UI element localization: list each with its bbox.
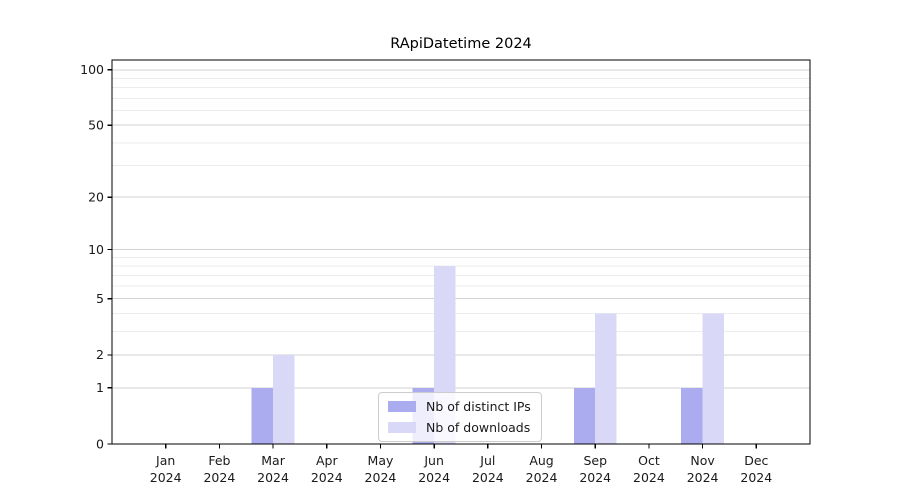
x-tick-label: Jun 2024 <box>418 453 450 485</box>
chart-title: RApiDatetime 2024 <box>390 36 532 52</box>
y-tick-label: 20 <box>88 189 104 204</box>
bar-downloads-sep <box>595 313 617 444</box>
x-tick-label: Jan 2024 <box>150 453 182 485</box>
x-tick-label: Sep 2024 <box>579 453 611 485</box>
bar-distinct-ips-sep <box>573 387 596 444</box>
y-tick-label: 50 <box>88 118 104 133</box>
legend-item-downloads: Nb of downloads <box>388 420 531 436</box>
x-tick-label: Mar 2024 <box>257 453 289 485</box>
y-tick-label: 1 <box>96 380 104 395</box>
bar-distinct-ips-nov <box>681 387 703 444</box>
x-tick-label: Dec 2024 <box>740 453 772 485</box>
legend-label-downloads: Nb of downloads <box>426 419 531 435</box>
legend-label-distinct-ips: Nb of distinct IPs <box>426 399 531 414</box>
legend-swatch-downloads <box>388 421 416 433</box>
y-tick-label: 5 <box>96 291 104 306</box>
x-tick-label: Feb 2024 <box>203 453 235 485</box>
legend: Nb of distinct IPs Nb of downloads <box>378 392 542 443</box>
bar-downloads-mar <box>273 354 295 444</box>
legend-swatch-distinct-ips <box>388 401 416 413</box>
bar-distinct-ips-mar <box>251 387 274 444</box>
x-tick-label: May 2024 <box>365 453 397 485</box>
bar-downloads-nov <box>702 313 725 444</box>
plot-border <box>111 59 811 445</box>
x-tick-label: Aug 2024 <box>526 453 558 485</box>
y-tick-label: 10 <box>88 242 104 257</box>
x-tick-label: Jul 2024 <box>472 453 504 485</box>
x-tick-label: Apr 2024 <box>311 453 343 485</box>
y-tick-label: 2 <box>96 347 104 362</box>
y-tick-label: 0 <box>96 436 104 451</box>
legend-item-distinct-ips: Nb of distinct IPs <box>388 399 531 415</box>
x-tick-label: Nov 2024 <box>687 453 719 485</box>
x-tick-label: Oct 2024 <box>633 453 665 485</box>
y-tick-label: 100 <box>80 62 104 77</box>
